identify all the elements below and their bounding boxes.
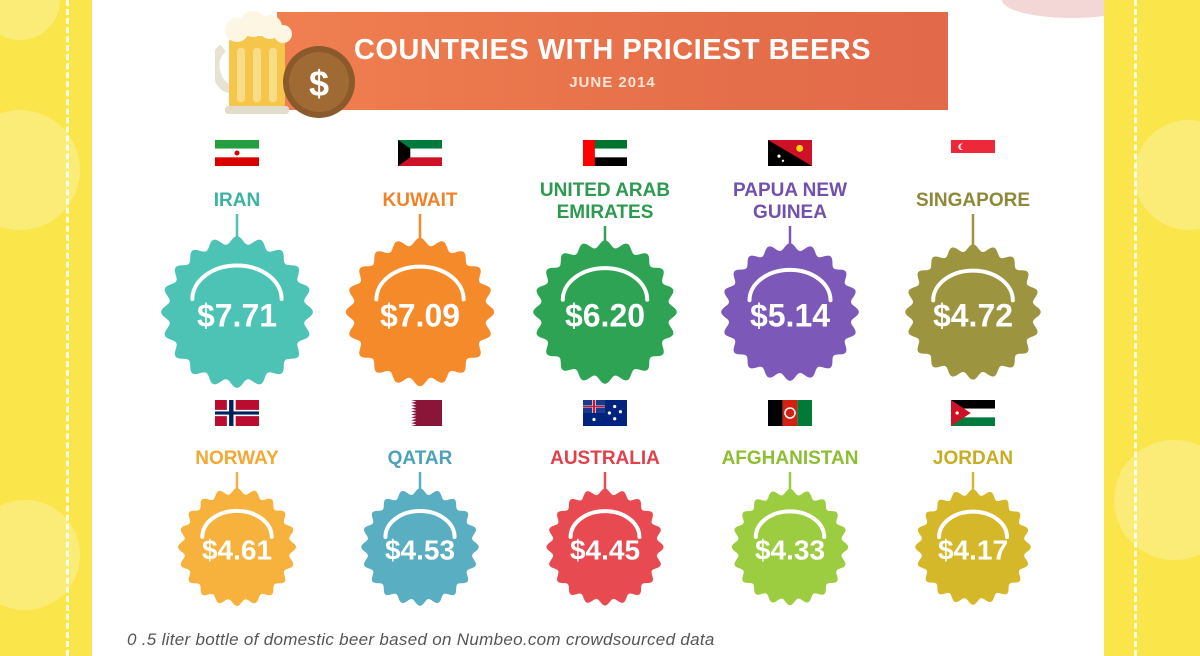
cap-highlight <box>374 264 466 302</box>
country-item: NORWAY $4.61 <box>177 400 297 607</box>
cap-highlight <box>560 266 650 302</box>
price-value-label: $4.45 <box>570 535 640 566</box>
country-label: NORWAY <box>195 448 279 469</box>
cap-highlight <box>753 509 827 540</box>
bottle-cap-bar <box>731 488 849 606</box>
bottle-cap-bar <box>905 244 1041 380</box>
price-value-label: $5.14 <box>750 297 830 333</box>
corner-decoration <box>1002 0 1104 18</box>
bottle-cap-bar <box>161 236 313 388</box>
flag-qatar-icon <box>398 400 442 426</box>
cap-highlight <box>931 268 1015 303</box>
title-banner: COUNTRIES WITH PRICIEST BEERS JUNE 2014 <box>277 12 948 110</box>
flag-afghanistan-icon <box>768 400 812 426</box>
cap-highlight <box>383 509 457 539</box>
coin-symbol: $ <box>309 63 329 104</box>
bottle-cap-bar <box>721 243 859 381</box>
cap-highlight <box>200 509 274 539</box>
price-value-label: $7.71 <box>197 297 277 333</box>
flag-norway-icon <box>215 400 259 426</box>
page-title: COUNTRIES WITH PRICIEST BEERS <box>353 34 872 66</box>
flag-jordan-icon <box>951 400 995 426</box>
left-decorative-border <box>0 0 92 656</box>
flag-iran-icon <box>215 140 259 166</box>
price-value-label: $6.20 <box>565 297 645 333</box>
right-decorative-border <box>1104 0 1200 656</box>
country-label: SINGAPORE <box>916 190 1030 211</box>
dollar-coin-icon: $ <box>283 46 355 118</box>
country-label: KUWAIT <box>383 190 458 211</box>
country-item: QATAR $4.53 <box>361 400 479 606</box>
flag-australia-icon <box>583 400 627 426</box>
bottle-cap-bar <box>345 237 495 387</box>
dashed-line <box>1134 0 1137 656</box>
country-item: AUSTRALIA $4.45 <box>546 400 664 606</box>
beer-mug-icon <box>215 11 292 114</box>
country-item: AFGHANISTAN $4.33 <box>722 400 859 606</box>
country-label: AUSTRALIA <box>550 448 660 469</box>
country-label: PAPUA NEW <box>733 180 847 201</box>
country-label: UNITED ARAB <box>540 180 670 201</box>
flag-kuwait-icon <box>398 140 442 166</box>
price-value-label: $4.61 <box>202 535 272 566</box>
country-label: QATAR <box>388 448 453 469</box>
country-item: JORDAN $4.17 <box>915 400 1031 605</box>
flag-singapore-icon <box>951 140 995 166</box>
bottle-cap-bar <box>533 240 677 384</box>
price-value-label: $4.72 <box>933 297 1013 333</box>
bottle-cap-bar <box>915 489 1031 605</box>
country-item: SINGAPORE $4.72 <box>905 140 1041 380</box>
price-value-label: $4.53 <box>385 535 455 566</box>
country-label: JORDAN <box>933 448 1013 469</box>
country-label: AFGHANISTAN <box>722 448 859 469</box>
cap-highlight <box>747 267 833 303</box>
page-subtitle: JUNE 2014 <box>569 74 656 91</box>
bubble-decoration <box>1114 440 1200 560</box>
cap-highlight <box>190 263 284 302</box>
country-label: IRAN <box>214 190 260 211</box>
dashed-line <box>66 0 69 656</box>
price-value-label: $4.33 <box>755 535 825 566</box>
cap-highlight <box>937 509 1009 540</box>
price-value-label: $7.09 <box>380 297 460 333</box>
flag-uae-icon <box>583 140 627 166</box>
country-item: KUWAIT $7.09 <box>345 140 495 387</box>
cap-highlight <box>568 509 642 540</box>
flag-png-icon <box>768 140 812 166</box>
country-label: EMIRATES <box>557 202 654 223</box>
country-label: GUINEA <box>753 202 827 223</box>
bottle-cap-bar <box>546 488 664 606</box>
country-item: IRAN $7.71 <box>161 140 313 388</box>
bottle-cap-bar <box>177 487 297 607</box>
footnote: 0 .5 liter bottle of domestic beer based… <box>127 630 715 649</box>
price-value-label: $4.17 <box>938 535 1008 566</box>
bottle-cap-bar <box>361 488 479 606</box>
